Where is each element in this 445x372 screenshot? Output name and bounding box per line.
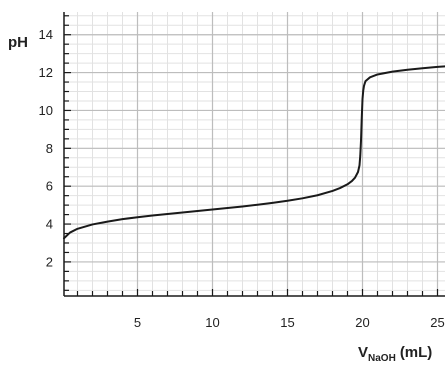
x-tick-label: 20 — [355, 315, 369, 330]
line-layer — [63, 65, 445, 240]
y-tick-label: 6 — [46, 179, 53, 194]
y-tick-label: 8 — [46, 141, 53, 156]
grid-layer — [64, 12, 445, 296]
y-tick-label: 4 — [46, 217, 53, 232]
y-tick-label: 2 — [46, 254, 53, 269]
label-layer: 5 10 15 20 25 2 4 6 8 10 12 14 pH VNaOH (mL) — [8, 27, 445, 364]
x-tick-label: 15 — [280, 315, 294, 330]
x-tick-label: 10 — [205, 315, 219, 330]
y-tick-label: 12 — [39, 65, 53, 80]
x-tick-label: 25 — [430, 315, 444, 330]
y-tick-label: 14 — [39, 27, 53, 42]
axes-layer — [63, 12, 445, 297]
x-axis-label: VNaOH (mL) — [358, 344, 432, 364]
y-axis-label: pH — [8, 34, 28, 51]
y-tick-label: 10 — [39, 103, 53, 118]
titration-curve-line — [63, 65, 445, 240]
x-tick-label: 5 — [134, 315, 141, 330]
